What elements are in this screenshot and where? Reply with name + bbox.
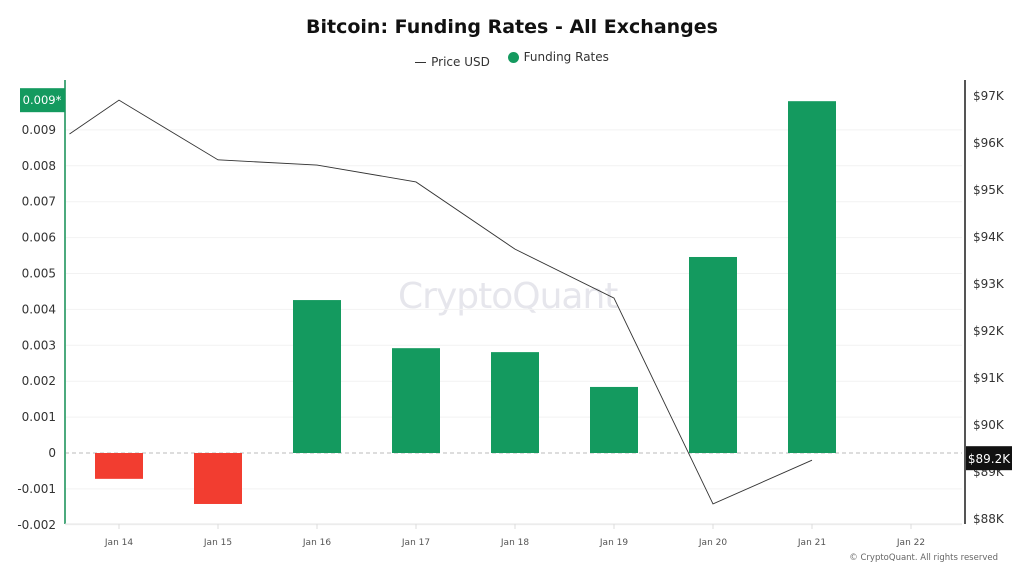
funding-bar xyxy=(788,101,836,454)
right-tick-label: $96K xyxy=(973,136,1005,150)
funding-bar xyxy=(392,348,440,453)
left-tick-label: -0.002 xyxy=(17,518,56,532)
left-tick-label: 0.008 xyxy=(22,159,56,173)
right-tick-label: $90K xyxy=(973,418,1005,432)
funding-bar xyxy=(293,300,341,453)
x-tick-label: Jan 17 xyxy=(401,538,430,548)
left-tick-label: 0.007 xyxy=(22,195,56,209)
copyright: © CryptoQuant. All rights reserved xyxy=(849,553,998,563)
x-tick-label: Jan 18 xyxy=(500,538,529,548)
x-tick-label: Jan 14 xyxy=(104,538,133,548)
current-price-label: $89.2K xyxy=(968,452,1011,466)
funding-bar xyxy=(590,386,638,453)
legend-item-funding[interactable]: Funding Rates xyxy=(507,50,609,64)
right-tick-label: $97K xyxy=(973,89,1005,103)
funding-bar xyxy=(491,352,539,453)
right-tick-label: $95K xyxy=(973,183,1005,197)
left-tick-label: 0.002 xyxy=(22,374,56,388)
current-price-badge xyxy=(966,446,1012,471)
funding-bar xyxy=(689,256,737,453)
current-funding-label: 0.009* xyxy=(23,93,62,107)
left-tick-label: 0.004 xyxy=(22,302,56,316)
funding-bar xyxy=(194,453,242,504)
left-tick-label: 0.001 xyxy=(22,410,56,424)
legend-item-price[interactable]: Price USD xyxy=(415,55,490,69)
legend: Price USD Funding Rates xyxy=(0,50,1024,69)
legend-label: Funding Rates xyxy=(523,50,609,64)
x-tick-label: Jan 22 xyxy=(896,538,925,548)
x-tick-label: Jan 21 xyxy=(797,538,826,548)
right-tick-label: $88K xyxy=(973,512,1005,526)
left-tick-label: 0.006 xyxy=(22,231,56,245)
right-tick-label: $93K xyxy=(973,277,1005,291)
watermark: CryptoQuant xyxy=(398,276,618,317)
left-tick-label: -0.001 xyxy=(17,482,56,496)
x-tick-label: Jan 19 xyxy=(599,538,628,548)
chart-title: Bitcoin: Funding Rates - All Exchanges xyxy=(306,16,718,38)
left-tick-label: 0 xyxy=(48,446,56,460)
current-funding-badge xyxy=(20,88,65,113)
left-tick-label: 0.005 xyxy=(22,267,56,281)
x-tick-label: Jan 20 xyxy=(698,538,727,548)
right-tick-label: $91K xyxy=(973,371,1005,385)
right-tick-label: $92K xyxy=(973,324,1005,338)
dot-icon xyxy=(507,51,519,63)
right-tick-label: $94K xyxy=(973,230,1005,244)
x-tick-label: Jan 16 xyxy=(302,538,331,548)
x-tick-label: Jan 15 xyxy=(203,538,232,548)
left-tick-label: 0.003 xyxy=(22,338,56,352)
funding-bar xyxy=(95,453,143,479)
line-icon xyxy=(415,61,427,63)
left-tick-label: 0.009 xyxy=(22,123,56,137)
legend-label: Price USD xyxy=(431,55,490,69)
price-line xyxy=(69,99,813,505)
